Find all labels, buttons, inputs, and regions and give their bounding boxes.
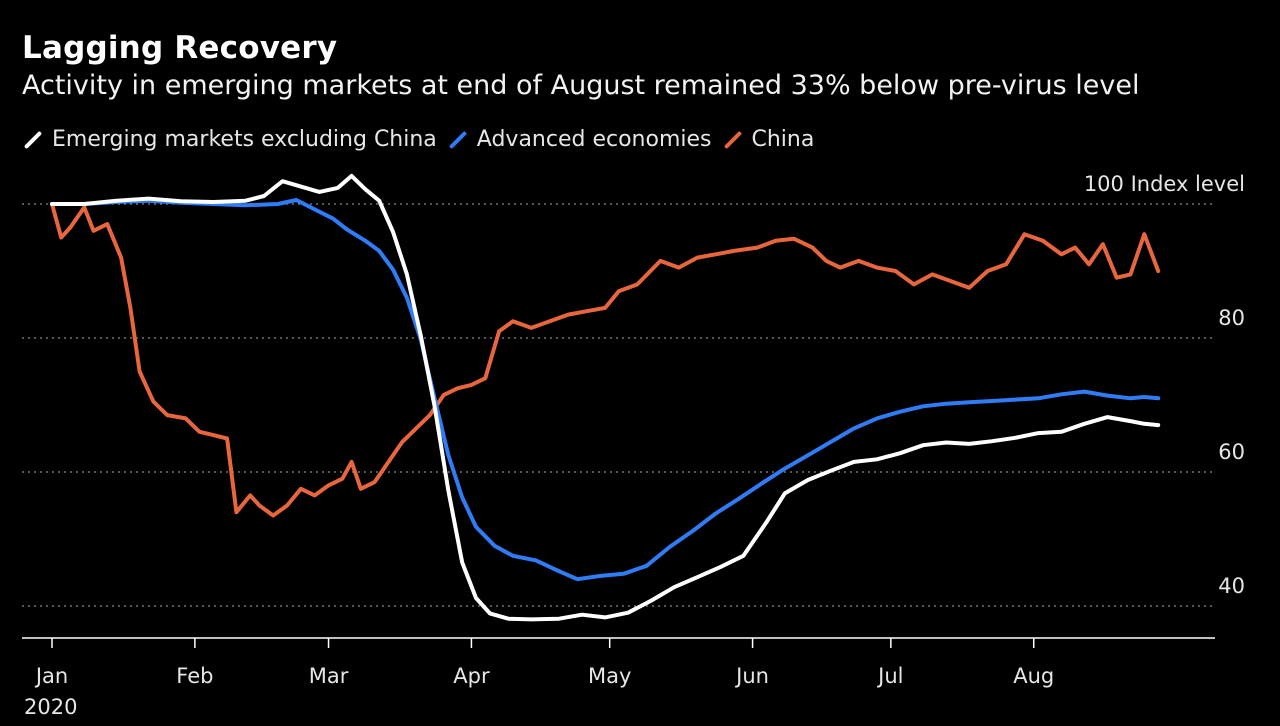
x-tick-label-mar: Mar bbox=[309, 664, 349, 688]
legend: Emerging markets excluding China Advance… bbox=[22, 127, 824, 152]
series-line-china bbox=[50, 202, 1161, 518]
legend-item-china: China bbox=[722, 127, 815, 152]
legend-label-advanced: Advanced economies bbox=[476, 127, 712, 152]
legend-label-emerging: Emerging markets excluding China bbox=[52, 127, 437, 152]
legend-item-emerging: Emerging markets excluding China bbox=[22, 127, 437, 152]
x-year-label: 2020 bbox=[24, 695, 77, 719]
x-tick-label-jun: Jun bbox=[734, 664, 769, 688]
x-tick-label-feb: Feb bbox=[176, 664, 213, 688]
chart-title: Lagging Recovery bbox=[22, 30, 338, 66]
x-tick-label-apr: Apr bbox=[453, 664, 490, 688]
series-line-advanced-economies bbox=[50, 198, 1161, 582]
x-tick-label-aug: Aug bbox=[1013, 664, 1054, 688]
x-tick-label-may: May bbox=[588, 664, 631, 688]
y-tick-label-60: 60 bbox=[1218, 440, 1245, 464]
legend-item-advanced: Advanced economies bbox=[447, 127, 712, 152]
y-tick-label-40: 40 bbox=[1218, 574, 1245, 598]
series-line-emerging-markets-excluding-china bbox=[50, 173, 1161, 622]
x-tick-label-jul: Jul bbox=[876, 664, 903, 688]
chart-subtitle: Activity in emerging markets at end of A… bbox=[22, 70, 1140, 101]
y-tick-label-100: 100 Index level bbox=[1084, 172, 1245, 196]
y-tick-label-80: 80 bbox=[1218, 306, 1245, 330]
x-tick-label-jan: Jan bbox=[34, 664, 68, 688]
legend-label-china: China bbox=[751, 127, 815, 152]
